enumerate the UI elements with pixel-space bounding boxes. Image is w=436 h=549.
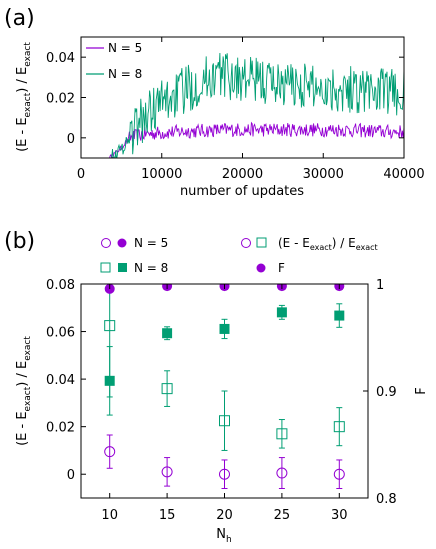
data-point: [162, 328, 173, 339]
panel-b-ticks: 10 15 20 25 30 0 0.02 0.04 0.06 0.08 0.8 0.9 1: [46, 278, 397, 523]
data-point: [161, 383, 173, 395]
data-point: [219, 323, 230, 334]
b-xtick-label-4: 30: [331, 508, 348, 523]
data-point: [276, 467, 288, 479]
a-ytick-label-1: 0.02: [46, 92, 75, 107]
a-xtick-label-1: 10000: [141, 167, 182, 182]
panel-a-ticks: 0 10000 20000 30000 40000 0 0.02 0.04: [46, 37, 425, 182]
data-point: [161, 466, 173, 478]
legend-label-f: F: [278, 261, 285, 275]
b-y2tick-label-0: 0.8: [376, 492, 397, 507]
a-xtick-label-0: 0: [77, 167, 85, 182]
legend-marker-n5-filled: [117, 238, 127, 248]
a-ytick-label-0: 0: [67, 132, 75, 147]
data-point: [219, 415, 230, 427]
legend-label-n8: N = 8: [108, 67, 142, 81]
b-xtick-label-0: 10: [101, 508, 118, 523]
legend-label-n5-b: N = 5: [134, 236, 168, 250]
data-point: [104, 375, 115, 386]
b-ytick-label-3: 0.06: [46, 326, 75, 341]
series-line-n8: [111, 52, 404, 158]
panel-a-ylabel: (E - Eexact) / Eexact: [15, 42, 33, 152]
legend-label-energy-error: (E - Eexact) / Eexact: [278, 236, 378, 252]
b-y2tick-label-1: 0.9: [376, 385, 397, 400]
panel-b-xlabel: Nh: [216, 527, 231, 545]
panel-b-legend: N = 5 N = 8 (E - Eexact) / Eexact F: [100, 236, 378, 275]
panel-b-label: (b): [4, 229, 35, 254]
data-point: [333, 468, 345, 480]
panel-a-series-group: [109, 52, 404, 158]
legend-marker-n8-open: [100, 262, 111, 273]
legend-marker-n8-filled: [118, 263, 127, 272]
b-xtick-label-2: 20: [216, 508, 233, 523]
data-point: [219, 468, 230, 480]
panel-b-series-group: [104, 284, 345, 489]
a-xtick-label-3: 30000: [303, 167, 344, 182]
legend-marker-filled-circle: [256, 263, 266, 273]
panel-a-legend: N = 5 N = 8: [86, 41, 142, 81]
legend-marker-n5-open: [101, 238, 111, 248]
b-y2tick-label-2: 1: [376, 278, 384, 293]
series-filled-square-n8: [104, 303, 345, 416]
b-ytick-label-2: 0.04: [46, 373, 75, 388]
legend-label-n8-b: N = 8: [134, 261, 168, 275]
data-point: [276, 428, 288, 440]
b-xtick-label-3: 25: [274, 508, 291, 523]
panel-a-xlabel: number of updates: [180, 184, 304, 199]
b-ytick-label-0: 0: [67, 468, 75, 483]
data-point: [104, 320, 116, 332]
series-line-n5: [109, 121, 404, 158]
b-xtick-label-1: 15: [159, 508, 176, 523]
panel-b-y2label: F: [414, 387, 429, 394]
panel-a-label: (a): [4, 6, 35, 31]
b-ytick-label-4: 0.08: [46, 278, 75, 293]
a-xtick-label-4: 40000: [383, 167, 424, 182]
b-ytick-label-1: 0.02: [46, 421, 75, 436]
legend-marker-open-square: [256, 237, 267, 248]
a-xtick-label-2: 20000: [222, 167, 263, 182]
series-open-circle-n5: [104, 434, 345, 489]
data-point: [333, 421, 345, 433]
data-point: [276, 307, 287, 318]
panel-b: (b) N = 5 N = 8 (E - Eexact) / Eexact F …: [4, 229, 429, 545]
legend-marker-open-circle: [241, 238, 251, 248]
a-ytick-label-2: 0.04: [46, 51, 75, 66]
data-point: [334, 310, 345, 321]
panel-b-ylabel: (E - Eexact) / Eexact: [15, 336, 33, 446]
data-point: [104, 446, 116, 458]
legend-label-n5: N = 5: [108, 41, 142, 55]
panel-a: (a) 0 10000 20000 30000 40000 0 0.02 0.04 numbe…: [4, 6, 425, 199]
